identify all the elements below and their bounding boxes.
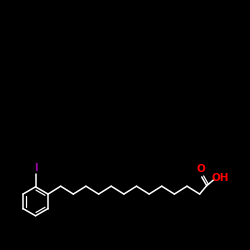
Text: O: O: [196, 164, 205, 174]
Text: OH: OH: [212, 173, 230, 183]
Text: I: I: [34, 163, 37, 173]
